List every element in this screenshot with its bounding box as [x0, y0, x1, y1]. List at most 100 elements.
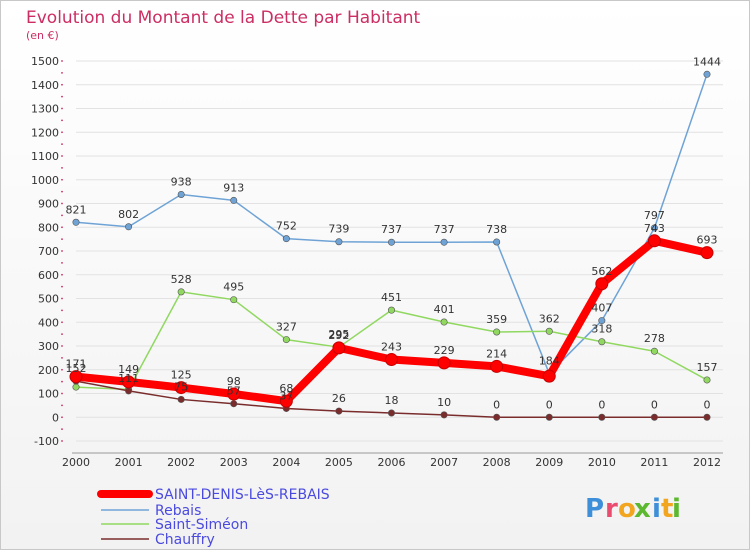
- legend-label-0: SAINT-DENIS-LèS-REBAIS: [155, 487, 330, 503]
- y-axis-dot: [61, 416, 63, 419]
- y-axis-dot: [61, 83, 63, 86]
- series-marker-2: [703, 376, 711, 384]
- data-label: 821: [66, 203, 87, 216]
- data-label: 562: [591, 265, 612, 278]
- series-marker-0: [227, 387, 241, 401]
- y-axis-dot: [61, 107, 63, 110]
- y-axis-dot: [61, 190, 63, 193]
- y-tick-label: 1100: [31, 150, 59, 163]
- x-tick-label: 2004: [272, 456, 300, 469]
- data-label: 913: [223, 181, 244, 194]
- y-tick-label: 100: [38, 388, 59, 401]
- data-label: 528: [171, 273, 192, 286]
- data-label: 739: [328, 223, 349, 236]
- y-axis-dot: [61, 143, 63, 146]
- data-label: 243: [381, 341, 402, 354]
- y-axis-dot: [61, 428, 63, 431]
- y-axis-dot: [61, 238, 63, 241]
- data-label: 738: [486, 223, 507, 236]
- series-marker-0: [647, 234, 661, 248]
- series-marker-3: [650, 413, 658, 421]
- legend-label-3: Chauffry: [155, 532, 215, 548]
- y-axis-dot: [61, 250, 63, 252]
- y-axis-dot: [61, 297, 63, 300]
- data-label: 157: [697, 361, 718, 374]
- y-axis-dot: [61, 380, 63, 383]
- series-marker-2: [598, 338, 606, 346]
- data-label: 37: [279, 389, 293, 402]
- y-tick-label: -100: [34, 435, 59, 448]
- series-layer: [69, 70, 714, 421]
- data-label: 152: [66, 362, 87, 375]
- series-marker-1: [72, 218, 80, 226]
- series-marker-0: [700, 246, 714, 260]
- data-label: 184: [539, 355, 560, 368]
- y-tick-label: 700: [38, 245, 59, 258]
- series-marker-0: [69, 370, 83, 384]
- series-marker-3: [598, 413, 606, 421]
- y-tick-label: 400: [38, 316, 59, 329]
- data-label: 295: [328, 328, 349, 341]
- y-tick-label: 900: [38, 198, 59, 211]
- data-label: 171: [66, 358, 87, 371]
- series-marker-3: [545, 413, 553, 421]
- data-label: 0: [651, 398, 658, 411]
- data-label: 0: [704, 398, 711, 411]
- data-label: 57: [227, 385, 241, 398]
- y-tick-label: 500: [38, 293, 59, 306]
- legend-label-1: Rebais: [155, 503, 201, 519]
- data-label: 359: [486, 313, 507, 326]
- data-label: 278: [644, 332, 665, 345]
- y-axis-dot: [61, 71, 63, 74]
- series-marker-2: [177, 288, 185, 296]
- data-label: 693: [697, 234, 718, 247]
- data-label: 214: [486, 347, 507, 360]
- series-marker-0: [122, 375, 136, 389]
- y-tick-label: 300: [38, 340, 59, 353]
- data-label: 18: [385, 394, 399, 407]
- y-axis-dot: [61, 131, 63, 134]
- data-label: 75: [174, 380, 188, 393]
- series-marker-2: [230, 296, 238, 304]
- x-tick-label: 2006: [378, 456, 406, 469]
- logo-letter: P: [585, 494, 604, 524]
- series-marker-0: [437, 356, 451, 370]
- y-axis-dot: [61, 178, 63, 181]
- data-label: 401: [434, 303, 455, 316]
- series-marker-0: [279, 394, 293, 408]
- y-tick-label: 1300: [31, 103, 59, 116]
- series-marker-0: [490, 359, 504, 373]
- y-axis-dot: [61, 202, 63, 205]
- data-label: 149: [118, 363, 139, 376]
- y-axis-dot: [61, 273, 63, 276]
- x-tick-label: 2005: [325, 456, 353, 469]
- series-marker-1: [230, 196, 238, 204]
- y-axis-dot: [61, 214, 63, 217]
- series-marker-1: [493, 238, 501, 246]
- logo-letter: o: [618, 494, 636, 524]
- series-marker-2: [440, 318, 448, 326]
- logo-letter: i: [672, 494, 681, 524]
- y-tick-label: 1400: [31, 79, 59, 92]
- series-marker-2: [72, 383, 80, 391]
- x-tick-label: 2007: [430, 456, 458, 469]
- series-marker-0: [595, 277, 609, 291]
- y-tick-label: 600: [38, 269, 59, 282]
- series-marker-1: [703, 70, 711, 78]
- x-tick-label: 2011: [640, 456, 668, 469]
- y-axis-dot: [61, 60, 63, 62]
- y-axis-dot: [61, 285, 63, 288]
- data-label: 26: [332, 392, 346, 405]
- y-axis-dot: [61, 333, 63, 336]
- series-marker-3: [493, 413, 501, 421]
- data-label: 0: [546, 398, 553, 411]
- x-tick-label: 2008: [483, 456, 511, 469]
- series-marker-1: [125, 223, 133, 231]
- y-axis-dot: [61, 166, 63, 169]
- legend-label-2: Saint-Siméon: [155, 517, 248, 533]
- series-marker-3: [230, 400, 238, 408]
- y-axis-dot: [61, 119, 63, 122]
- y-axis-dot: [61, 345, 63, 347]
